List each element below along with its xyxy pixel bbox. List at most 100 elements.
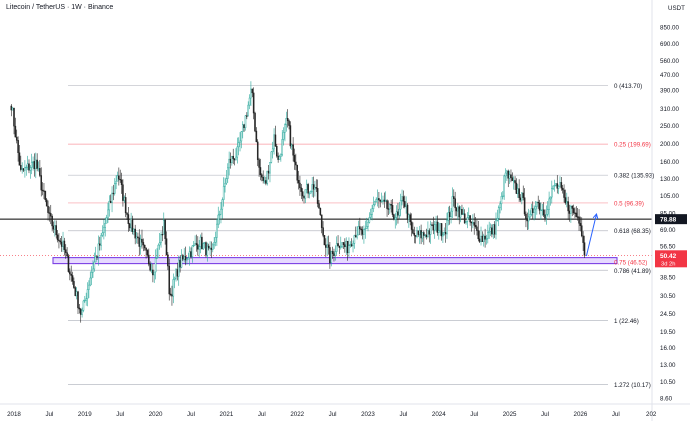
candle-body-159 [226,167,229,179]
candle-body-254 [356,234,358,238]
y-tick-1: 690.00 [660,41,679,48]
candle-body-121 [175,269,177,279]
x-tick-0: 2018 [7,411,21,418]
candle-body-222 [312,184,315,190]
candle-body-42 [67,255,70,272]
candle-body-67 [101,232,104,236]
candle-body-163 [232,155,234,159]
candle-body-218 [307,184,309,194]
candle-body-311 [433,224,436,231]
candle-body-382 [530,208,533,215]
candle-body-36 [59,240,62,243]
candle-body-330 [459,209,462,218]
candle-body-224 [315,187,318,189]
candle-body-166 [236,146,239,158]
candle-body-83 [123,197,126,201]
candle-body-135 [194,243,196,246]
candle-body-264 [369,214,372,218]
candle-body-110 [160,234,162,243]
candle-body-220 [310,191,312,194]
candle-body-261 [365,226,368,229]
candle-body-288 [402,196,405,202]
candle-body-119 [172,279,175,297]
candle-body-405 [561,187,564,191]
candle-body-9 [22,168,25,171]
candle-body-310 [432,224,435,231]
candle-body-417 [578,216,580,224]
candle-body-175 [248,97,251,106]
candle-body-37 [60,241,63,247]
candle-body-371 [515,182,518,194]
candle-body-397 [551,188,553,198]
support-zone [52,257,618,265]
candle-body-296 [413,233,416,236]
candle-body-357 [496,218,499,221]
candle-body-55 [85,298,87,301]
candle-body-335 [466,217,469,222]
candle-body-71 [107,209,109,219]
x-axis[interactable]: 2018 Jul 2019 Jul 2020 Jul 2021 Jul 2022 Jul 2023 J… [0,403,690,418]
candle-body-18 [35,159,37,169]
candle-body-406 [563,189,565,198]
candle-body-416 [576,216,579,218]
candle-body-389 [540,209,542,211]
candle-body-372 [517,188,519,194]
candle-body-337 [469,215,471,223]
y-tick-0: 850.00 [660,24,679,31]
candle-body-245 [344,244,346,248]
candle-body-177 [251,88,254,94]
candle-body-24 [43,190,45,192]
candle-body-28 [48,212,51,214]
candle-body-45 [71,275,74,282]
candle-body-384 [533,208,535,213]
candle-body-96 [141,238,143,243]
candle-body-3 [14,125,17,138]
fib-label-4: 0.618 (68.35) [614,228,651,235]
y-tick-12: 69.00 [660,227,676,234]
candle-body-118 [171,294,173,297]
candle-body-178 [252,92,255,114]
candle-body-116 [168,265,170,295]
candle-body-346 [481,235,484,242]
candle-body-277 [387,208,390,210]
candle-body-272 [380,200,383,203]
x-tick-12: 2024 [432,411,446,418]
candle-body-127 [183,256,185,260]
candle-body-303 [423,232,425,236]
candle-body-84 [124,197,127,214]
candle-body-2 [13,107,15,127]
candle-body-412 [571,205,574,209]
candle-body-193 [273,134,275,150]
candle-body-146 [209,247,211,250]
candle-body-252 [353,235,356,244]
candle-body-182 [258,159,260,168]
candle-body-374 [519,197,522,201]
fib-label-0: 0 (413.70) [614,83,642,90]
candle-body-38 [62,240,64,247]
candle-body-221 [311,184,313,192]
candle-body-411 [570,205,572,214]
candle-body-214 [301,191,304,197]
candle-body-260 [364,228,367,230]
candle-body-308 [429,224,432,235]
candle-body-210 [296,164,298,181]
candle-body-253 [354,235,357,238]
candle-body-236 [331,251,334,254]
candle-body-409 [567,201,569,212]
candle-body-244 [342,242,345,245]
candle-body-362 [503,175,505,197]
candle-body-51 [79,308,82,315]
x-tick-6: 2021 [220,411,234,418]
y-axis[interactable]: USDT 850.00 690.00 560.00 470.00 390.00 310.00… [651,0,687,421]
candle-body-401 [556,183,559,189]
candle-body-6 [18,152,21,166]
candle-body-380 [527,216,530,222]
candle-body-331 [461,209,463,215]
candle-body-102 [149,263,151,271]
candles [10,81,586,323]
candle-body-327 [455,207,458,212]
candle-body-319 [444,232,447,235]
candle-body-167 [237,142,240,148]
